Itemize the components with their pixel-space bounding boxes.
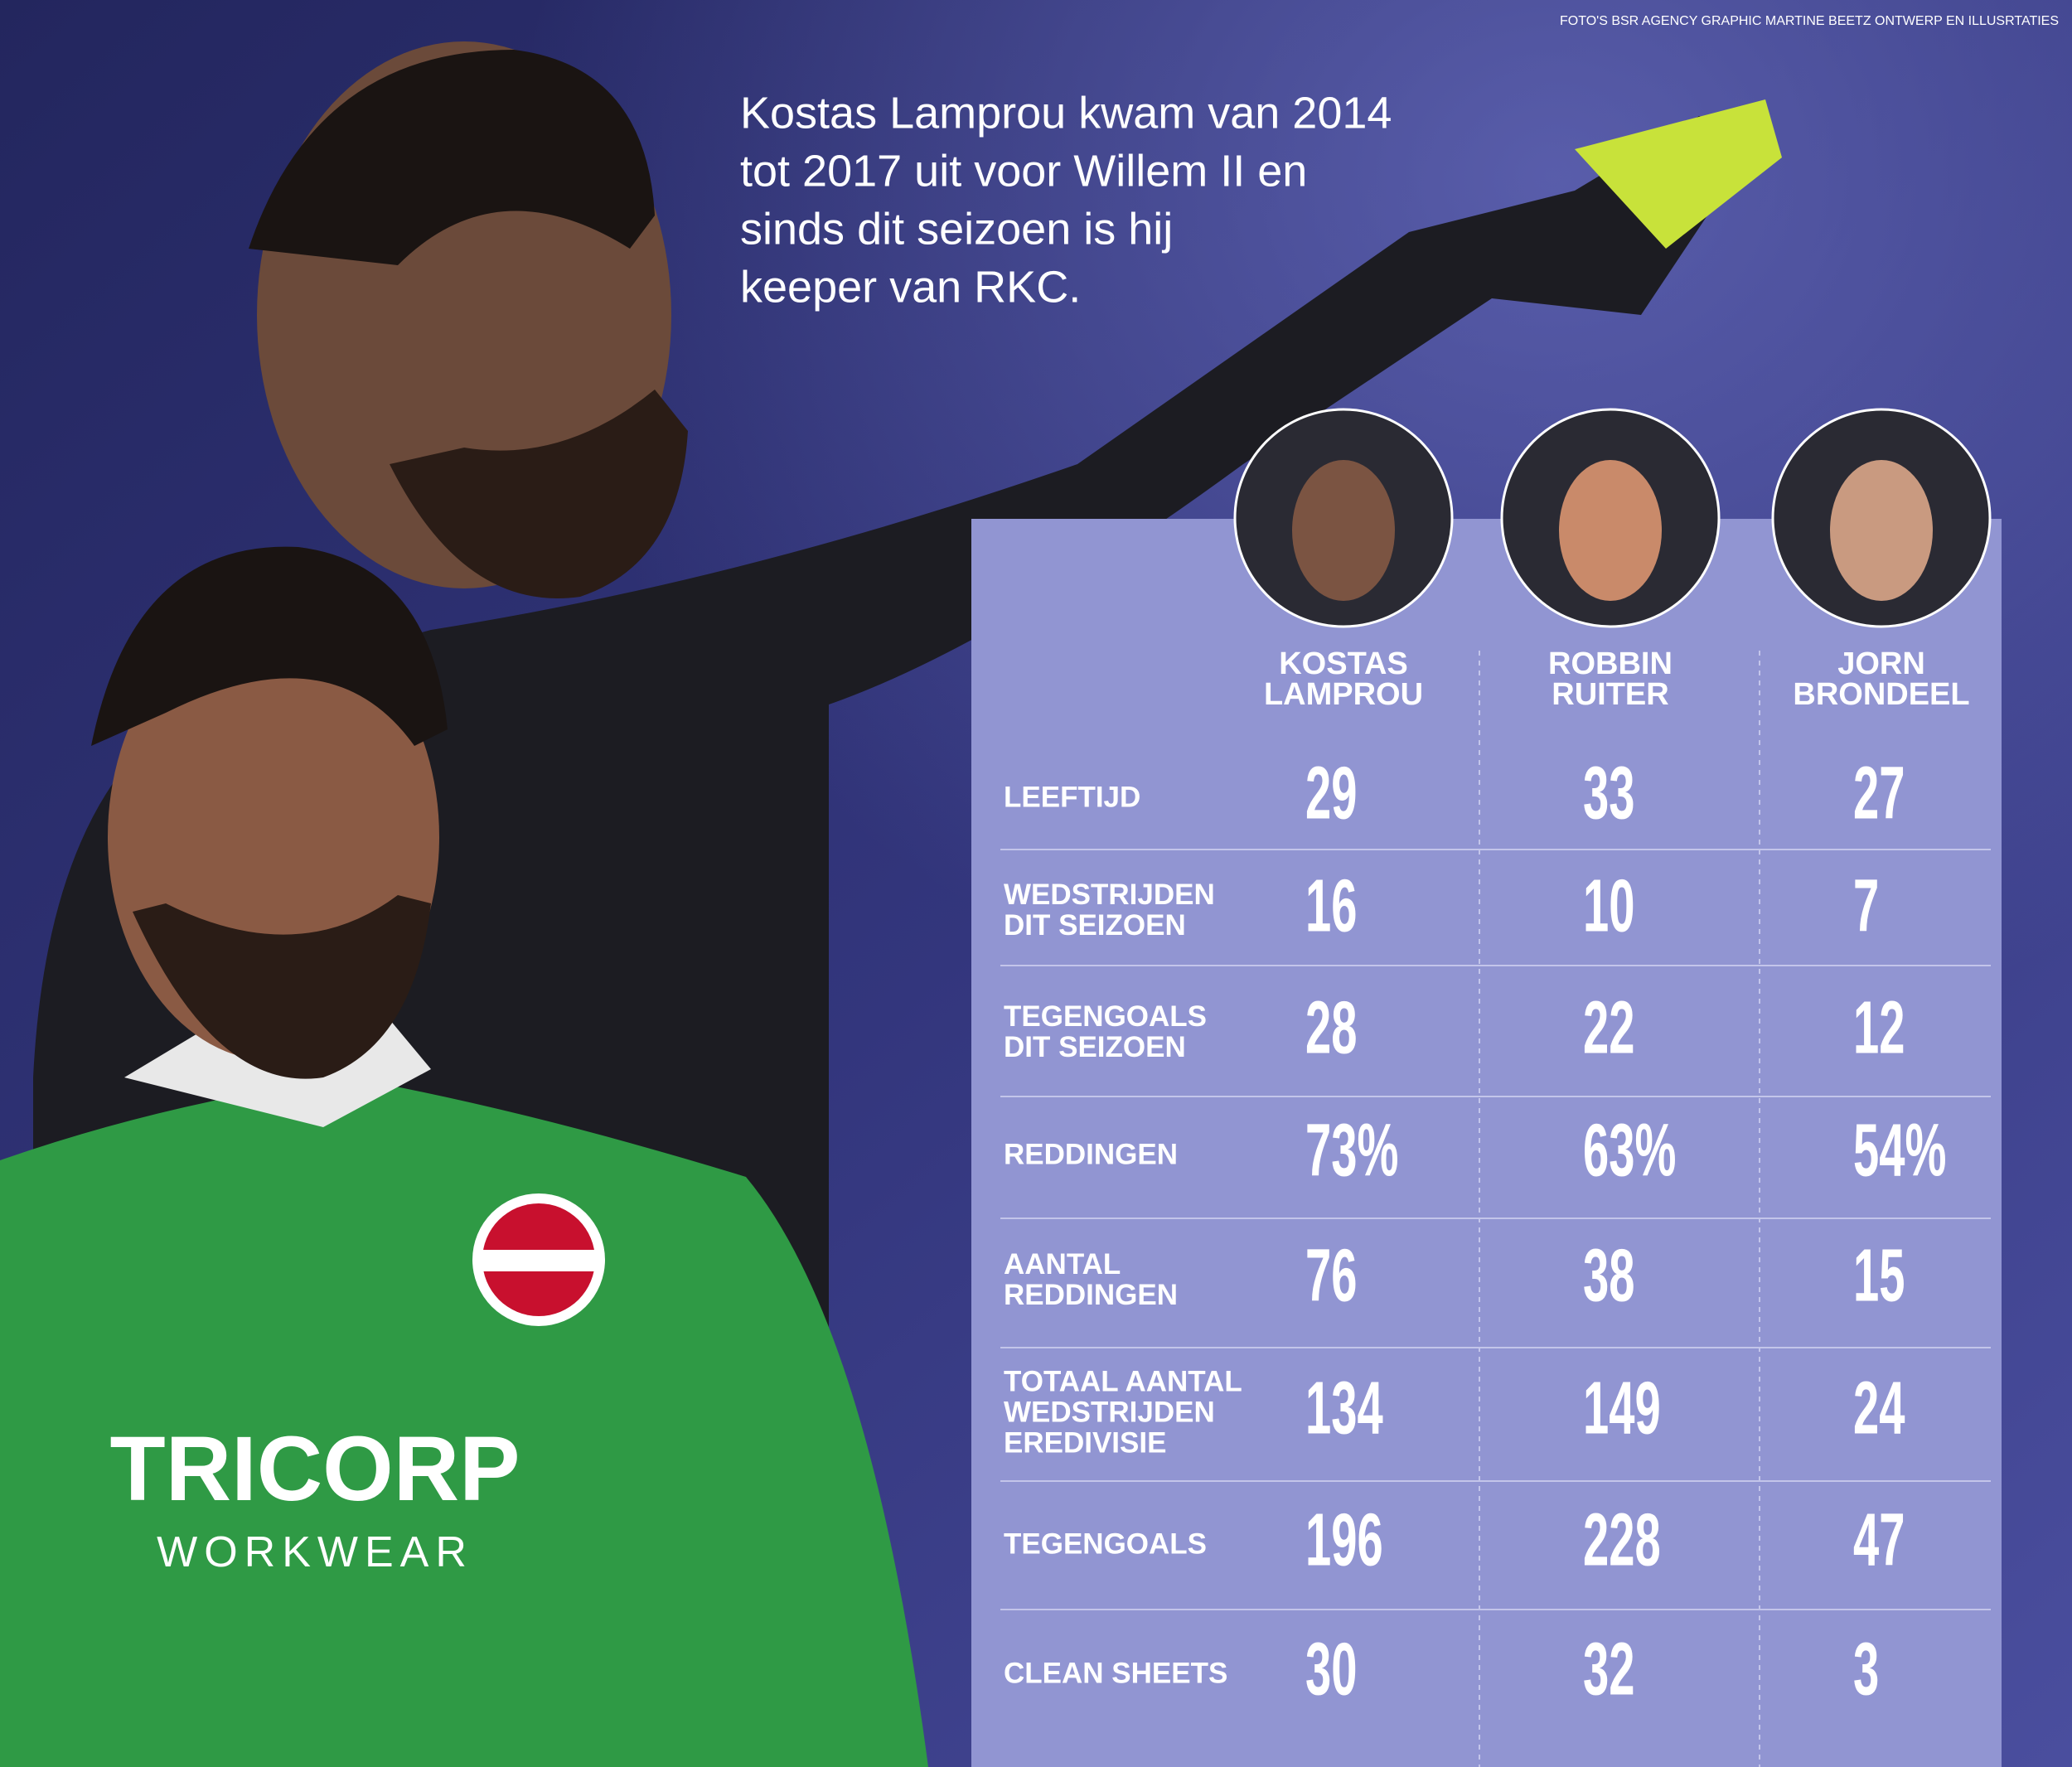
- stat-value: 33: [1583, 751, 1634, 835]
- stat-value: 54%: [1853, 1108, 1946, 1192]
- row-label: WEDSTRIJDEN: [1004, 1396, 1215, 1428]
- stat-value: 30: [1305, 1627, 1357, 1711]
- row-label: DIT SEIZOEN: [1004, 909, 1186, 942]
- stat-value: 22: [1583, 985, 1634, 1069]
- row-label: EREDIVISIE: [1004, 1426, 1166, 1459]
- stat-value: 10: [1583, 864, 1634, 947]
- row-label: AANTAL: [1004, 1248, 1121, 1280]
- stat-value: 3: [1853, 1627, 1879, 1711]
- stat-value: 228: [1583, 1498, 1661, 1581]
- stat-value: 7: [1853, 864, 1879, 947]
- svg-text:TRICORP: TRICORP: [110, 1418, 520, 1520]
- player-name: JORN: [1837, 646, 1925, 681]
- stat-value: 12: [1853, 985, 1905, 1069]
- row-label: REDDINGEN: [1004, 1138, 1178, 1170]
- player-face: [1830, 460, 1933, 601]
- stat-value: 149: [1583, 1366, 1661, 1450]
- stat-value: 76: [1305, 1233, 1357, 1317]
- stat-value: 24: [1853, 1366, 1905, 1450]
- player-face: [1559, 460, 1662, 601]
- stat-value: 63%: [1583, 1108, 1676, 1192]
- row-label: DIT SEIZOEN: [1004, 1031, 1186, 1063]
- stat-value: 73%: [1305, 1108, 1398, 1192]
- player-name: KOSTAS: [1279, 646, 1408, 681]
- intro-line: keeper van RKC.: [740, 262, 1081, 312]
- svg-text:WORKWEAR: WORKWEAR: [157, 1528, 473, 1576]
- row-label: TEGENGOALS: [1004, 1000, 1207, 1033]
- stat-value: 47: [1853, 1498, 1905, 1581]
- player-face: [1292, 460, 1395, 601]
- row-label: TEGENGOALS: [1004, 1527, 1207, 1560]
- intro-line: Kostas Lamprou kwam van 2014: [740, 88, 1392, 138]
- stat-value: 134: [1305, 1366, 1383, 1450]
- intro-line: sinds dit seizoen is hij: [740, 204, 1173, 254]
- row-label: WEDSTRIJDEN: [1004, 879, 1215, 911]
- player-name: ROBBIN: [1548, 646, 1673, 681]
- row-label: CLEAN SHEETS: [1004, 1657, 1227, 1689]
- stat-value: 38: [1583, 1233, 1634, 1317]
- table-panel: [971, 519, 2002, 1767]
- player-name: RUITER: [1552, 677, 1668, 712]
- stat-value: 28: [1305, 985, 1357, 1069]
- photo-keeper-green: TRICORP WORKWEAR: [0, 546, 928, 1767]
- stat-value: 196: [1305, 1498, 1383, 1581]
- player-name: BRONDEEL: [1793, 677, 1969, 712]
- row-label: REDDINGEN: [1004, 1279, 1178, 1311]
- stat-value: 15: [1853, 1233, 1905, 1317]
- intro-line: tot 2017 uit voor Willem II en: [740, 146, 1307, 196]
- player-name: LAMPROU: [1264, 677, 1423, 712]
- stat-value: 16: [1305, 864, 1357, 947]
- stat-value: 29: [1305, 751, 1357, 835]
- stat-value: 27: [1853, 751, 1905, 835]
- credit: FOTO'S BSR AGENCY GRAPHIC MARTINE BEETZ …: [1560, 14, 2059, 28]
- row-label: TOTAAL AANTAL: [1004, 1365, 1242, 1397]
- stat-value: 32: [1583, 1627, 1634, 1711]
- row-label: LEEFTIJD: [1004, 781, 1140, 813]
